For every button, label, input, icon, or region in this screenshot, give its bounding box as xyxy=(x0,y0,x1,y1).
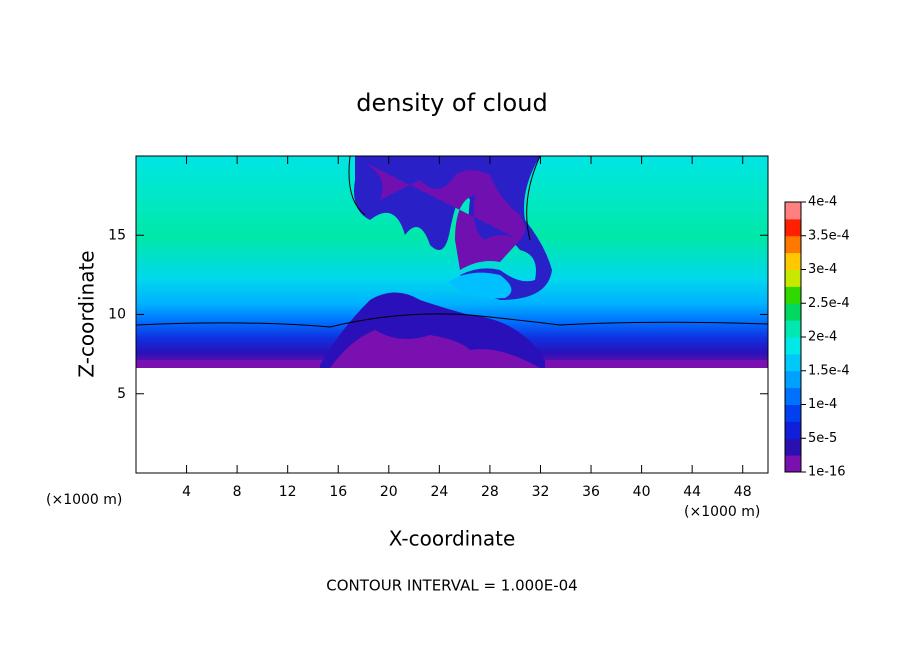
colorbar-band xyxy=(785,438,801,456)
x-tick-label: 40 xyxy=(633,484,651,500)
x-tick-label: 8 xyxy=(233,484,242,500)
y-tick-label: 10 xyxy=(108,307,126,323)
x-unit: (×1000 m) xyxy=(684,504,760,520)
colorbar-band xyxy=(785,286,801,304)
empty-region xyxy=(136,368,768,473)
contour-line xyxy=(135,313,769,328)
y-unit: (×1000 m) xyxy=(46,492,122,508)
inner-eddy xyxy=(448,272,512,299)
x-tick-label: 28 xyxy=(481,484,499,500)
colorbar-band xyxy=(785,269,801,287)
contour-line xyxy=(348,155,541,241)
colorbar-band xyxy=(785,320,801,338)
lower-purple xyxy=(330,330,540,368)
colorbar-band xyxy=(785,303,801,321)
colorbar-label: 1e-16 xyxy=(808,465,846,480)
x-tick-label: 12 xyxy=(279,484,297,500)
colorbar-band xyxy=(785,455,801,473)
colorbar-band xyxy=(785,218,801,237)
colorbar-label: 4e-4 xyxy=(808,195,837,210)
colorbar-band xyxy=(785,370,801,389)
colorbar-label: 3.5e-4 xyxy=(808,228,850,243)
colorbar-band xyxy=(785,202,801,220)
annotation: CONTOUR INTERVAL = 1.000E-04 xyxy=(326,577,577,595)
colorbar-band xyxy=(785,252,801,270)
y-tick-label: 5 xyxy=(117,386,126,402)
colorbar-label: 3e-4 xyxy=(808,262,837,277)
x-tick-label: 36 xyxy=(582,484,600,500)
colorbar-label: 2e-4 xyxy=(808,330,837,345)
x-tick-label: 44 xyxy=(683,484,701,500)
x-tick-label: 4 xyxy=(182,484,191,500)
colorbar-band xyxy=(785,421,801,439)
x-tick-label: 24 xyxy=(430,484,448,500)
turbulent-purple xyxy=(360,160,525,270)
colorbar-band xyxy=(785,337,801,355)
colorbar-label: 1.5e-4 xyxy=(808,363,850,378)
y-axis-label: Z-coordinate xyxy=(75,250,99,377)
x-tick-label: 16 xyxy=(329,484,347,500)
chart-title: density of cloud xyxy=(356,89,547,117)
colorbar-band xyxy=(785,235,801,254)
colorbar-label: 5e-5 xyxy=(808,431,837,446)
x-tick-label: 48 xyxy=(734,484,752,500)
x-tick-label: 20 xyxy=(380,484,398,500)
colorbar-band xyxy=(785,404,801,422)
x-tick-label: 32 xyxy=(532,484,550,500)
colorbar-label: 2.5e-4 xyxy=(808,296,850,311)
colorbar-label: 1e-4 xyxy=(808,397,837,412)
field xyxy=(135,155,769,473)
y-tick-label: 15 xyxy=(108,227,126,243)
x-axis-label: X-coordinate xyxy=(389,527,516,551)
colorbar-band xyxy=(785,353,801,372)
colorbar-band xyxy=(785,387,801,405)
turbulent-core xyxy=(354,156,552,300)
